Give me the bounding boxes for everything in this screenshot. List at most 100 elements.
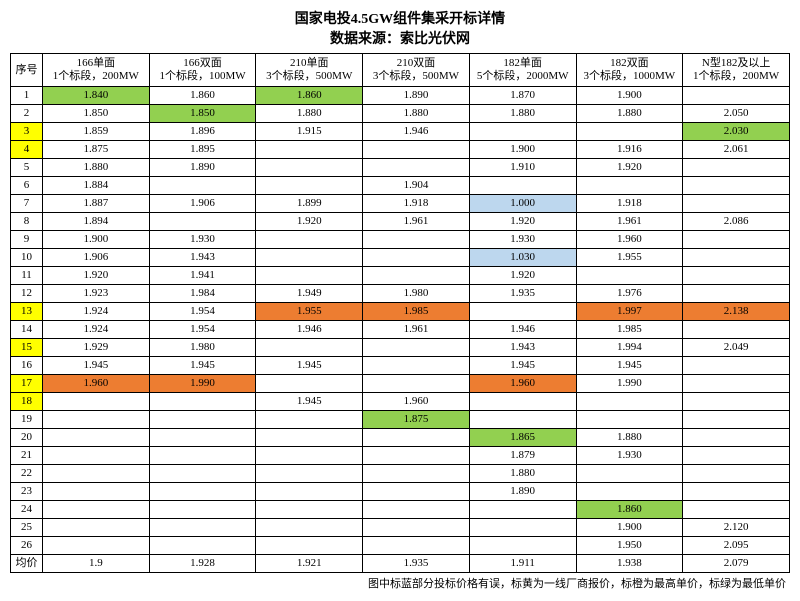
data-cell: 1.990 bbox=[149, 375, 256, 393]
row-index: 7 bbox=[11, 195, 43, 213]
table-row: 181.9451.960 bbox=[11, 393, 790, 411]
data-cell bbox=[576, 123, 683, 141]
data-cell: 2.120 bbox=[683, 519, 790, 537]
row-index: 20 bbox=[11, 429, 43, 447]
data-cell: 1.896 bbox=[149, 123, 256, 141]
data-cell: 1.961 bbox=[363, 213, 470, 231]
table-row: 171.9601.9901.9601.990 bbox=[11, 375, 790, 393]
data-cell: 1.918 bbox=[363, 195, 470, 213]
data-cell bbox=[149, 501, 256, 519]
data-cell: 1.945 bbox=[469, 357, 576, 375]
data-cell bbox=[683, 159, 790, 177]
data-cell: 1.980 bbox=[149, 339, 256, 357]
average-label: 均价 bbox=[11, 555, 43, 573]
row-index: 22 bbox=[11, 465, 43, 483]
data-cell: 1.884 bbox=[43, 177, 150, 195]
data-cell bbox=[683, 321, 790, 339]
row-index: 10 bbox=[11, 249, 43, 267]
average-cell: 1.9 bbox=[43, 555, 150, 573]
table-body: 11.8401.8601.8601.8901.8701.90021.8501.8… bbox=[11, 87, 790, 573]
data-cell: 1.906 bbox=[149, 195, 256, 213]
data-cell: 1.875 bbox=[363, 411, 470, 429]
data-cell: 2.095 bbox=[683, 537, 790, 555]
data-cell bbox=[149, 177, 256, 195]
table-row: 21.8501.8501.8801.8801.8801.8802.050 bbox=[11, 105, 790, 123]
data-cell bbox=[43, 411, 150, 429]
index-header: 序号 bbox=[11, 54, 43, 87]
data-cell: 2.138 bbox=[683, 303, 790, 321]
data-cell bbox=[43, 429, 150, 447]
table-row: 211.8791.930 bbox=[11, 447, 790, 465]
data-cell bbox=[576, 411, 683, 429]
data-cell: 1.880 bbox=[256, 105, 363, 123]
data-cell bbox=[683, 465, 790, 483]
data-cell: 1.899 bbox=[256, 195, 363, 213]
row-index: 17 bbox=[11, 375, 43, 393]
table-head: 序号 166单面1个标段，200MW166双面1个标段，100MW210单面3个… bbox=[11, 54, 790, 87]
data-cell: 1.915 bbox=[256, 123, 363, 141]
data-cell bbox=[683, 429, 790, 447]
data-cell: 1.880 bbox=[469, 105, 576, 123]
data-cell bbox=[149, 429, 256, 447]
column-header-0: 166单面1个标段，200MW bbox=[43, 54, 150, 87]
table-row: 121.9231.9841.9491.9801.9351.976 bbox=[11, 285, 790, 303]
row-index: 6 bbox=[11, 177, 43, 195]
data-cell: 1.946 bbox=[469, 321, 576, 339]
data-cell: 1.930 bbox=[469, 231, 576, 249]
data-cell: 1.961 bbox=[363, 321, 470, 339]
row-index: 26 bbox=[11, 537, 43, 555]
data-cell: 1.900 bbox=[576, 519, 683, 537]
data-cell: 1.976 bbox=[576, 285, 683, 303]
data-cell bbox=[363, 141, 470, 159]
table-row: 161.9451.9451.9451.9451.945 bbox=[11, 357, 790, 375]
data-cell bbox=[43, 393, 150, 411]
data-cell: 1.920 bbox=[469, 213, 576, 231]
data-cell bbox=[43, 483, 150, 501]
table-row: 261.9502.095 bbox=[11, 537, 790, 555]
average-cell: 1.928 bbox=[149, 555, 256, 573]
data-cell: 1.859 bbox=[43, 123, 150, 141]
data-cell: 1.945 bbox=[256, 393, 363, 411]
data-cell: 1.860 bbox=[576, 501, 683, 519]
data-cell: 1.030 bbox=[469, 249, 576, 267]
table-row: 91.9001.9301.9301.960 bbox=[11, 231, 790, 249]
data-cell: 1.850 bbox=[43, 105, 150, 123]
data-cell: 1.920 bbox=[43, 267, 150, 285]
data-cell: 1.997 bbox=[576, 303, 683, 321]
data-cell: 2.050 bbox=[683, 105, 790, 123]
data-cell bbox=[149, 519, 256, 537]
data-cell: 1.990 bbox=[576, 375, 683, 393]
data-cell bbox=[149, 483, 256, 501]
data-cell bbox=[469, 177, 576, 195]
data-cell: 1.894 bbox=[43, 213, 150, 231]
data-cell bbox=[469, 303, 576, 321]
data-cell: 1.910 bbox=[469, 159, 576, 177]
data-cell: 1.960 bbox=[43, 375, 150, 393]
data-cell bbox=[256, 267, 363, 285]
data-cell: 1.994 bbox=[576, 339, 683, 357]
data-cell bbox=[363, 375, 470, 393]
data-cell: 1.946 bbox=[256, 321, 363, 339]
data-cell: 1.985 bbox=[576, 321, 683, 339]
row-index: 19 bbox=[11, 411, 43, 429]
data-cell bbox=[256, 249, 363, 267]
data-cell: 1.980 bbox=[363, 285, 470, 303]
data-cell bbox=[683, 231, 790, 249]
row-index: 4 bbox=[11, 141, 43, 159]
row-index: 18 bbox=[11, 393, 43, 411]
data-cell: 1.920 bbox=[256, 213, 363, 231]
data-cell bbox=[683, 411, 790, 429]
data-cell: 1.860 bbox=[149, 87, 256, 105]
average-cell: 1.938 bbox=[576, 555, 683, 573]
data-cell bbox=[576, 465, 683, 483]
table-row: 221.880 bbox=[11, 465, 790, 483]
data-cell: 1.880 bbox=[363, 105, 470, 123]
data-cell bbox=[256, 231, 363, 249]
data-cell bbox=[469, 123, 576, 141]
row-index: 25 bbox=[11, 519, 43, 537]
data-cell: 1.880 bbox=[576, 429, 683, 447]
data-cell: 1.930 bbox=[576, 447, 683, 465]
data-cell bbox=[149, 393, 256, 411]
data-cell bbox=[256, 159, 363, 177]
data-cell: 1.920 bbox=[576, 159, 683, 177]
